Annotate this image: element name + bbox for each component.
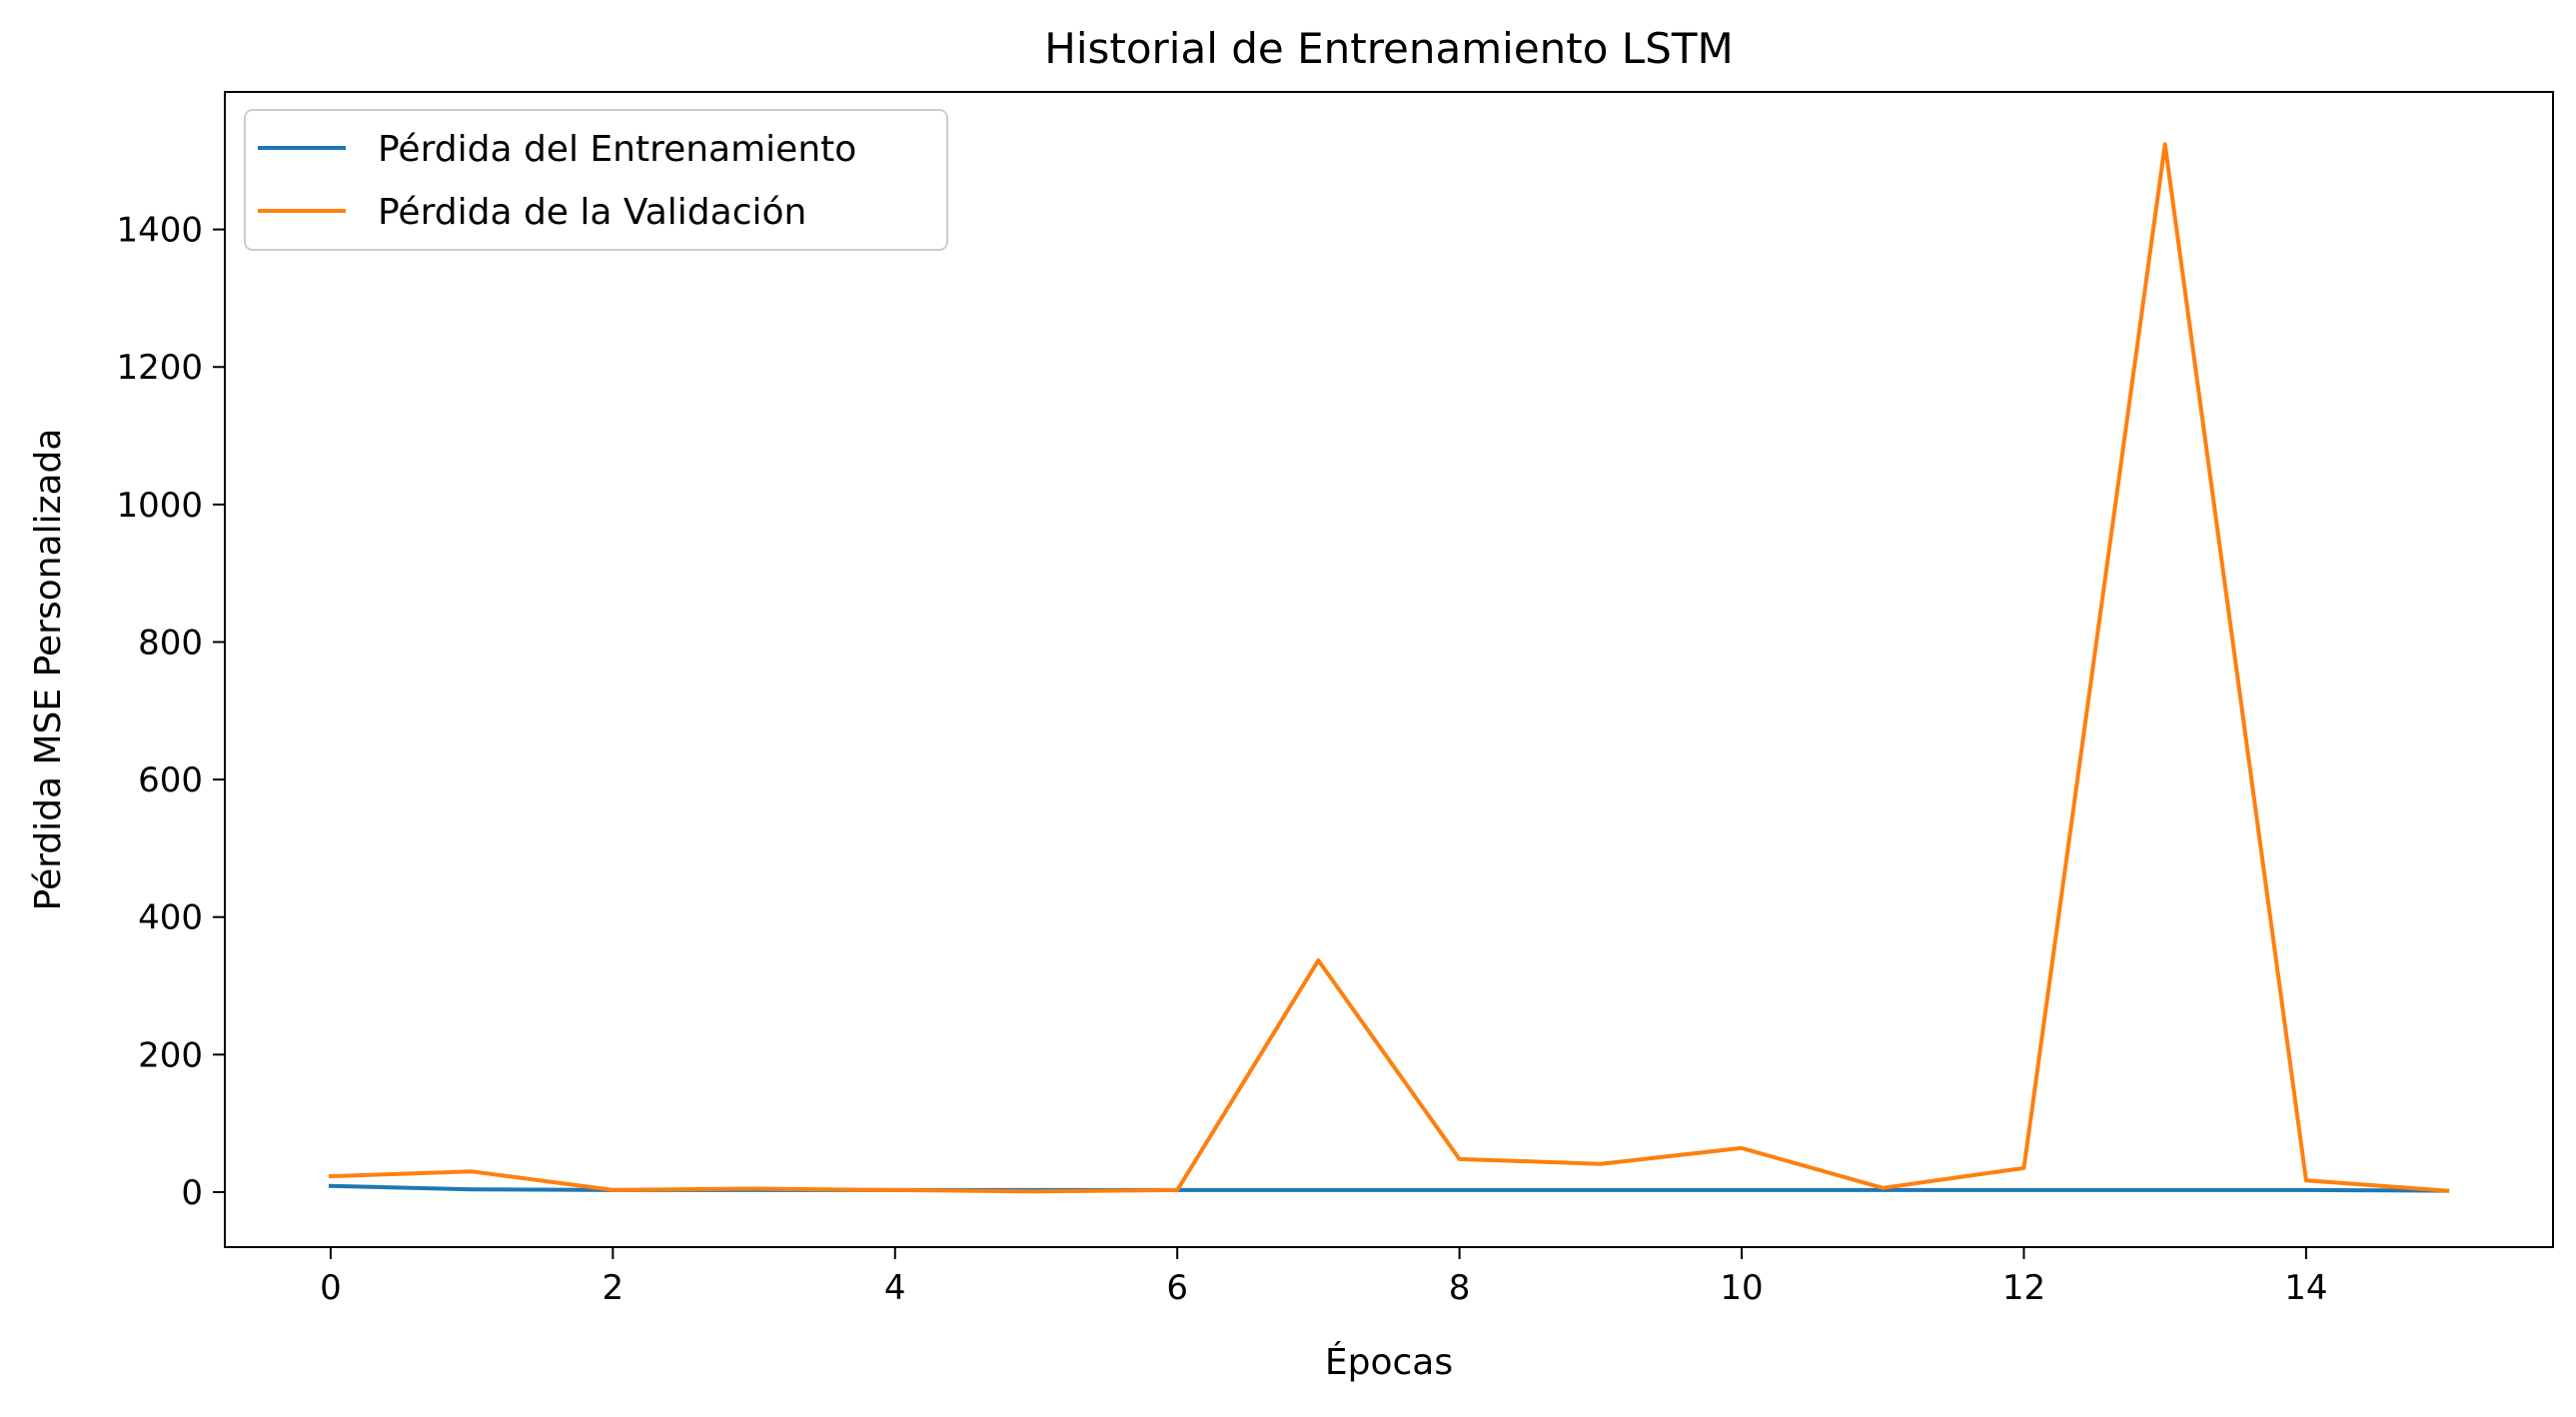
legend-label-validation: Pérdida de la Validación (378, 192, 806, 233)
y-tick-label: 600 (138, 760, 203, 800)
x-tick-label: 10 (1720, 1268, 1763, 1308)
y-tick-label: 1400 (116, 211, 203, 251)
x-axis: 0 2 4 6 8 10 12 14 (320, 1247, 2328, 1308)
x-tick-label: 14 (2284, 1268, 2327, 1308)
x-tick-label: 2 (603, 1268, 625, 1308)
x-tick-label: 6 (1166, 1268, 1188, 1308)
y-tick-label: 200 (138, 1035, 203, 1075)
x-tick-label: 12 (2002, 1268, 2045, 1308)
y-tick-label: 1000 (116, 486, 203, 526)
x-axis-label: Épocas (1325, 1341, 1453, 1383)
y-axis-label: Pérdida MSE Personalizada (28, 429, 69, 911)
y-tick-label: 800 (138, 623, 203, 663)
legend-label-training: Pérdida del Entrenamiento (378, 129, 856, 170)
x-tick-label: 0 (320, 1268, 342, 1308)
y-tick-label: 0 (181, 1173, 203, 1213)
x-tick-label: 4 (884, 1268, 906, 1308)
plot-frame (224, 91, 2554, 1248)
legend-box (244, 109, 948, 251)
plot-area (328, 142, 2450, 1194)
y-axis: 0 200 400 600 800 1000 1200 1400 (116, 211, 225, 1213)
y-tick-label: 1200 (116, 348, 203, 388)
legend: Pérdida del Entrenamiento Pérdida de la … (244, 109, 948, 251)
y-tick-label: 400 (138, 898, 203, 938)
chart-title: Historial de Entrenamiento LSTM (1044, 24, 1734, 73)
validation-loss-line (328, 142, 2450, 1194)
x-tick-label: 8 (1449, 1268, 1471, 1308)
